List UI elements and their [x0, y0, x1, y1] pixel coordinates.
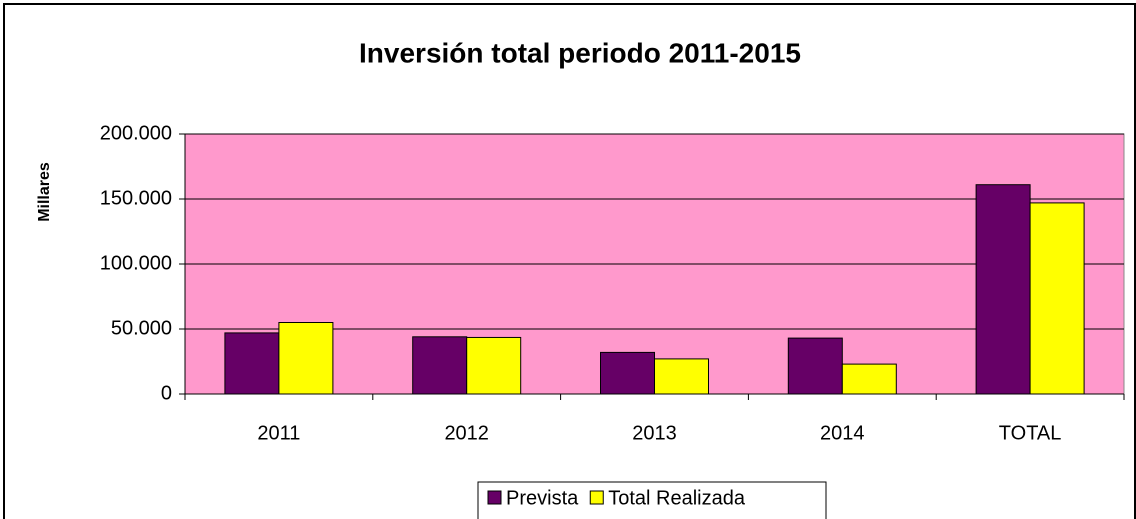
legend-swatch [487, 490, 502, 505]
x-tick-label: TOTAL [999, 422, 1062, 444]
bar [600, 351, 655, 395]
y-tick-label: 150.000 [100, 187, 172, 209]
y-tick-label: 0 [161, 382, 172, 404]
bar [278, 322, 334, 395]
x-tick-label: 2012 [444, 422, 489, 444]
bar [466, 336, 522, 395]
bar [841, 363, 897, 395]
y-tick-label: 50.000 [111, 317, 172, 339]
chart-title: Inversión total periodo 2011-2015 [359, 37, 801, 68]
legend-label: Total Realizada [608, 487, 746, 509]
bar [412, 336, 468, 395]
legend-label: Prevista [506, 487, 579, 509]
bar [975, 184, 1031, 395]
legend-swatch [589, 490, 604, 505]
bar [224, 332, 280, 395]
y-tick-label: 200.000 [100, 122, 172, 144]
legend-box [477, 481, 827, 519]
y-tick-label: 100.000 [100, 252, 172, 274]
x-tick-label: 2013 [632, 422, 677, 444]
bar [1029, 202, 1085, 395]
bar [654, 358, 709, 395]
y-axis-label: Millares [36, 162, 53, 222]
bar [787, 337, 843, 395]
x-tick-label: 2011 [257, 422, 300, 444]
x-tick-label: 2014 [820, 422, 865, 444]
